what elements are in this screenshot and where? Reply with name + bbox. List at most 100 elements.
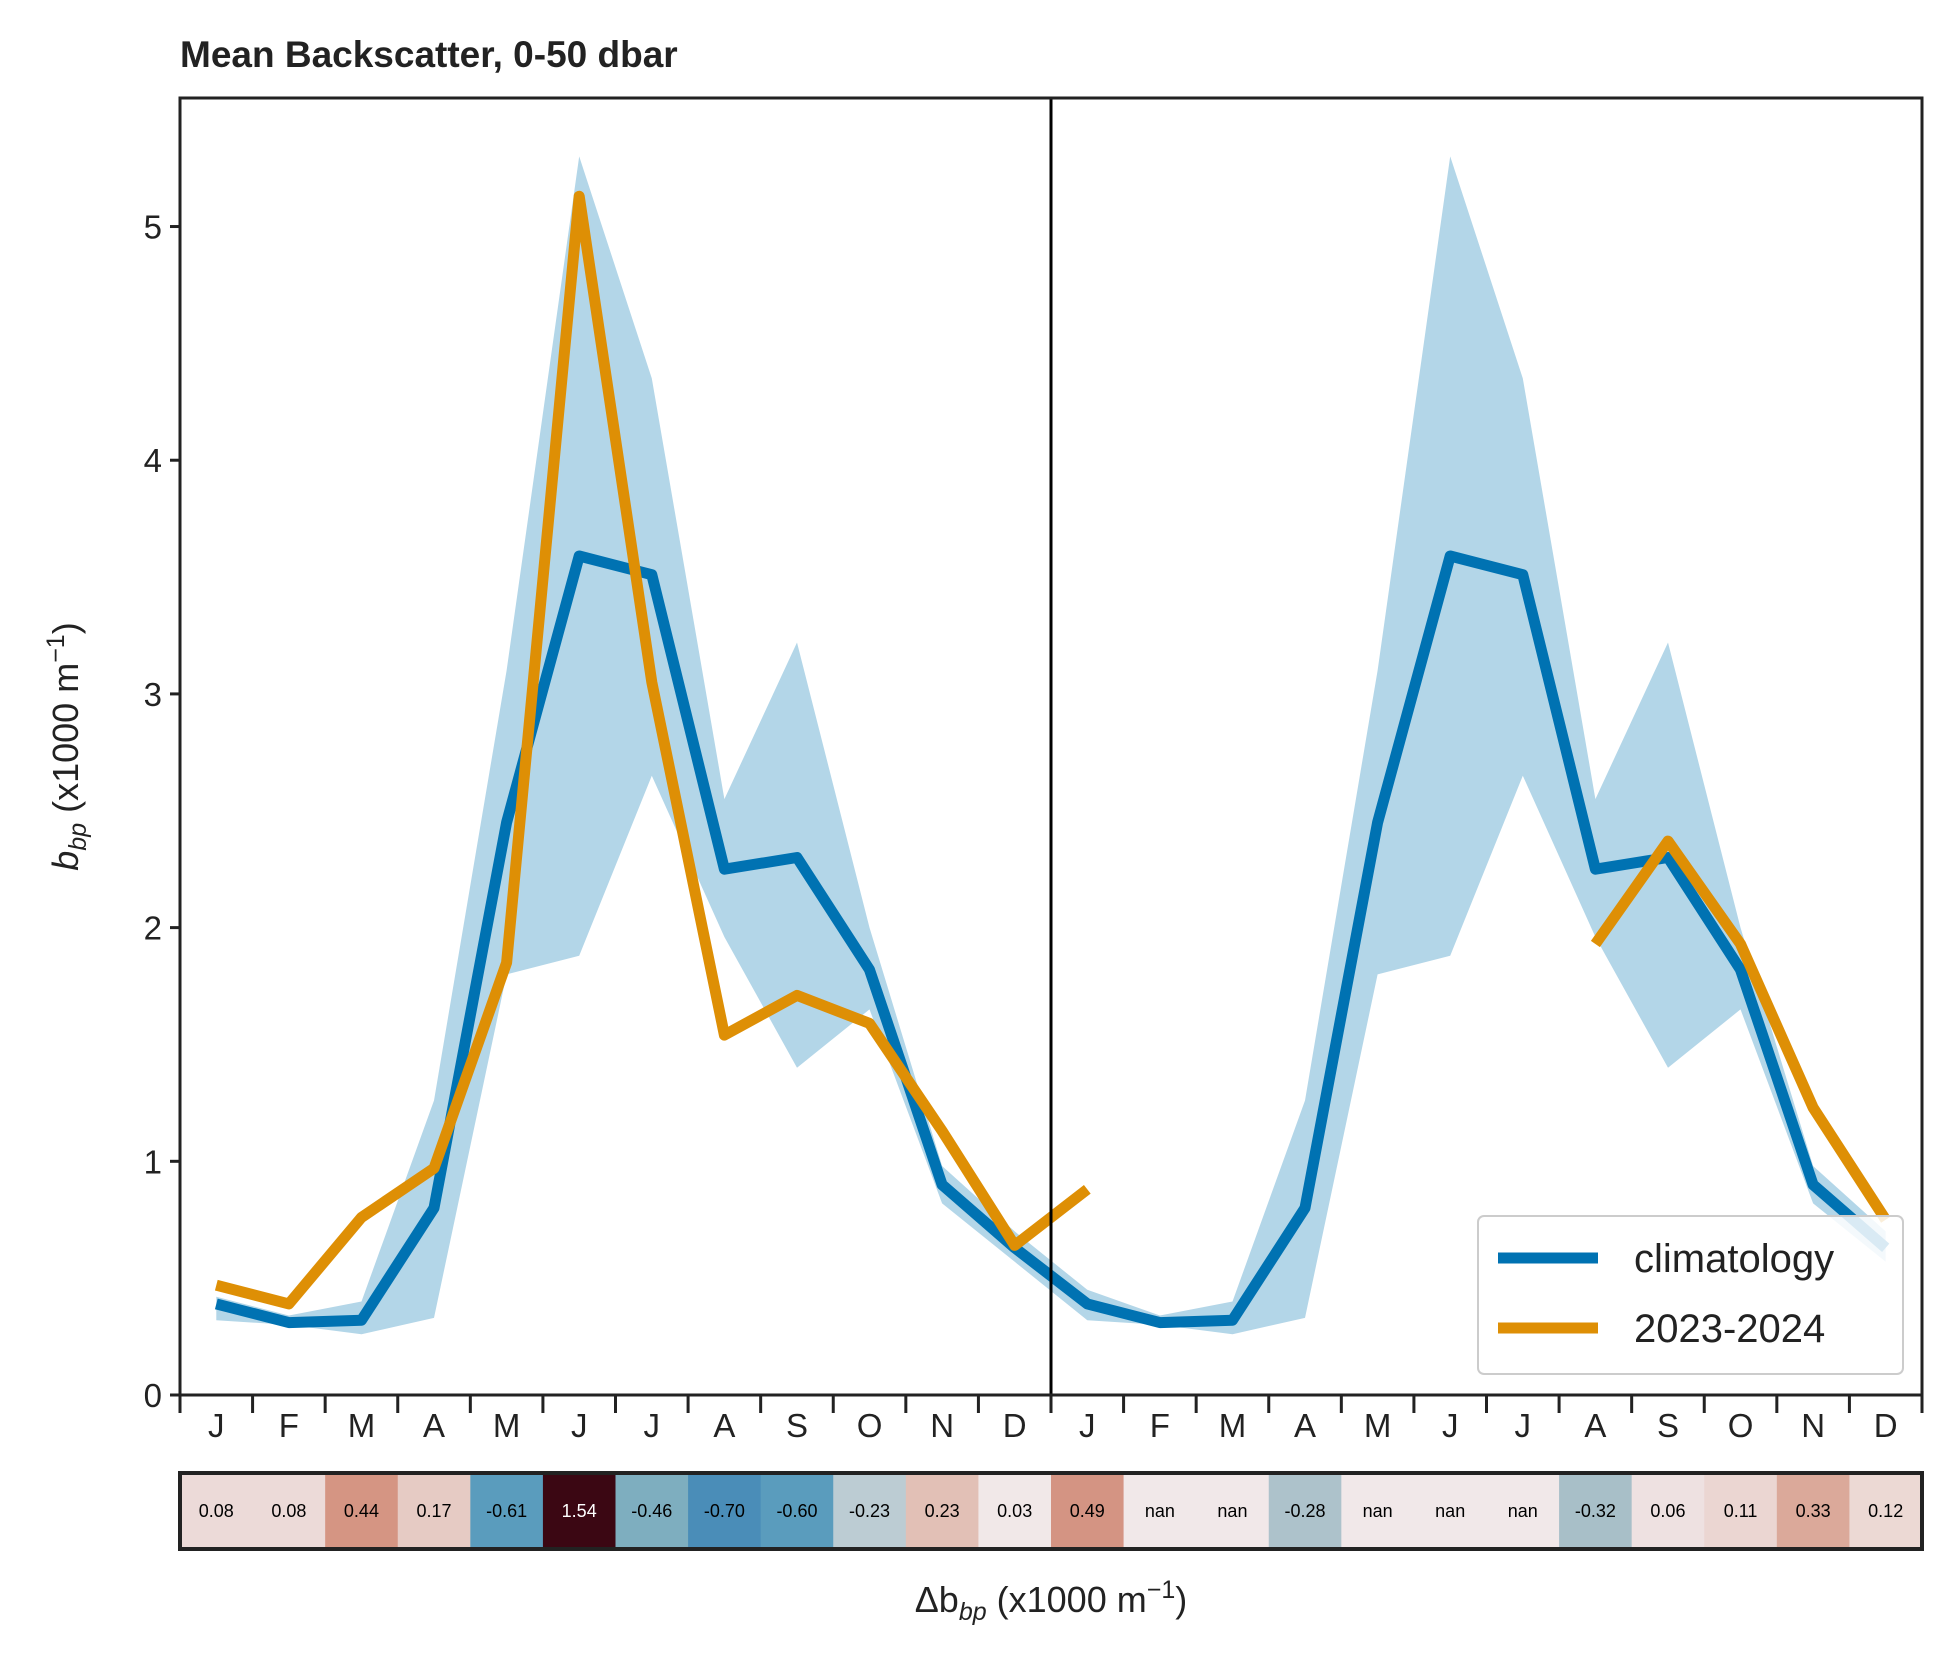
anomaly-cell [1559, 1473, 1633, 1549]
anomaly-cell [542, 1473, 616, 1549]
anomaly-value: -0.61 [486, 1501, 527, 1521]
anomaly-label-close: ) [1175, 1579, 1187, 1620]
anomaly-label-superscript: −1 [1147, 1576, 1176, 1604]
anomaly-cell [470, 1473, 544, 1549]
anomaly-value: 0.03 [997, 1501, 1032, 1521]
anomaly-cell [1849, 1473, 1923, 1549]
anomaly-cell [1776, 1473, 1850, 1549]
anomaly-cell [615, 1473, 689, 1549]
chart-title: Mean Backscatter, 0-50 dbar [180, 34, 678, 75]
anomaly-value: 0.08 [199, 1501, 234, 1521]
x-tick-label: F [1150, 1407, 1170, 1444]
anomaly-value: nan [1217, 1501, 1247, 1521]
x-tick-label: N [930, 1407, 954, 1444]
x-tick-label: A [1294, 1407, 1316, 1444]
legend-label-1: 2023-2024 [1634, 1307, 1825, 1351]
x-tick-label: J [208, 1407, 225, 1444]
anomaly-cell [1341, 1473, 1415, 1549]
anomaly-cell [905, 1473, 979, 1549]
x-tick-label: O [857, 1407, 883, 1444]
plot-layer [214, 98, 1891, 1395]
x-tick-label: S [1657, 1407, 1679, 1444]
x-tick-label: D [1874, 1407, 1898, 1444]
legend: climatology 2023-2024 [1477, 1215, 1904, 1375]
observed-2023-2024-line-0 [214, 190, 1091, 1310]
x-tick-label: M [493, 1407, 521, 1444]
anomaly-cell [1051, 1473, 1125, 1549]
x-tick-label: F [279, 1407, 299, 1444]
anomaly-cell [1123, 1473, 1197, 1549]
anomaly-cell [252, 1473, 326, 1549]
anomaly-value: -0.23 [849, 1501, 890, 1521]
x-tick-label: A [713, 1407, 735, 1444]
anomaly-value: 1.54 [562, 1501, 597, 1521]
anomaly-cell [180, 1473, 254, 1549]
x-tick-label: J [1515, 1407, 1532, 1444]
anomaly-value: nan [1435, 1501, 1465, 1521]
anomaly-value: 0.33 [1796, 1501, 1831, 1521]
anomaly-cell [325, 1473, 399, 1549]
x-tick-label: D [1003, 1407, 1027, 1444]
y-axis-label-subscript: bp [64, 823, 92, 851]
anomaly-cell [760, 1473, 834, 1549]
observed-2023-2024-line-1 [1590, 835, 1891, 1223]
anomaly-cell [833, 1473, 907, 1549]
anomaly-value: nan [1145, 1501, 1175, 1521]
x-tick-label: M [1219, 1407, 1247, 1444]
anomaly-value: -0.46 [631, 1501, 672, 1521]
anomaly-cell [688, 1473, 762, 1549]
anomaly-value: 0.23 [925, 1501, 960, 1521]
x-tick-label: J [1442, 1407, 1459, 1444]
y-tick-label: 3 [144, 676, 162, 713]
y-tick-label: 4 [144, 442, 162, 479]
anomaly-cell [978, 1473, 1052, 1549]
anomaly-label-subscript: bp [959, 1598, 987, 1626]
anomaly-value: 0.11 [1724, 1501, 1758, 1521]
anomaly-value: -0.70 [704, 1501, 745, 1521]
anomaly-value: -0.32 [1575, 1501, 1616, 1521]
y-axis-label-unit: (x1000 m [45, 663, 86, 823]
anomaly-strip-label: Δbbp (x1000 m−1) [915, 1576, 1187, 1626]
anomaly-cell [1196, 1473, 1270, 1549]
x-tick-label: J [644, 1407, 661, 1444]
anomaly-cell [1704, 1473, 1778, 1549]
anomaly-cell [1631, 1473, 1705, 1549]
x-tick-label: A [1584, 1407, 1606, 1444]
x-tick-label: S [786, 1407, 808, 1444]
legend-label-0: climatology [1634, 1237, 1834, 1281]
anomaly-cell [1268, 1473, 1342, 1549]
x-tick-label: M [1364, 1407, 1392, 1444]
y-tick-label: 0 [144, 1377, 162, 1414]
anomaly-value: -0.60 [776, 1501, 817, 1521]
anomaly-strip: 0.08 0.08 0.44 0.17 -0.61 1.54 -0.46 -0.70 -0.60… [178, 1471, 1924, 1626]
x-tick-label: O [1728, 1407, 1754, 1444]
x-tick-label: N [1801, 1407, 1825, 1444]
y-tick-label: 1 [144, 1143, 162, 1180]
x-tick-label: A [423, 1407, 445, 1444]
anomaly-value: 0.08 [271, 1501, 306, 1521]
anomaly-value: 0.44 [344, 1501, 379, 1521]
y-tick-label: 5 [144, 209, 162, 246]
x-tick-label: J [571, 1407, 588, 1444]
x-tick-label: M [348, 1407, 376, 1444]
y-axis-label-symbol: b [45, 851, 86, 871]
anomaly-value: 0.49 [1070, 1501, 1105, 1521]
anomaly-value: 0.06 [1650, 1501, 1685, 1521]
y-tick-label: 2 [144, 910, 162, 947]
anomaly-label-unit: (x1000 m [987, 1579, 1147, 1620]
anomaly-cell [397, 1473, 471, 1549]
anomaly-value: 0.17 [417, 1501, 452, 1521]
y-axis-label-superscript: −1 [42, 634, 70, 663]
anomaly-value: -0.28 [1285, 1501, 1326, 1521]
anomaly-value: nan [1363, 1501, 1393, 1521]
anomaly-value: nan [1508, 1501, 1538, 1521]
anomaly-strip-frame [178, 1471, 1924, 1551]
anomaly-label-symbol: Δb [915, 1579, 959, 1620]
anomaly-cell [1486, 1473, 1560, 1549]
climatology-band [216, 156, 1886, 1335]
y-axis-label: bbp (x1000 m−1) [42, 622, 92, 870]
y-axis-label-close: ) [45, 622, 86, 634]
